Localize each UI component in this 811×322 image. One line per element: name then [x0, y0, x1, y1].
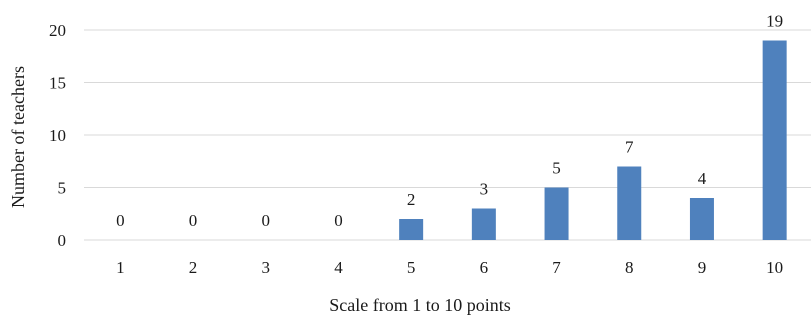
x-axis-title: Scale from 1 to 10 points	[329, 295, 510, 315]
data-label: 0	[262, 211, 271, 230]
x-tick-label: 9	[698, 258, 707, 277]
data-label: 5	[552, 159, 561, 178]
x-axis-ticks: 1 2 3 4 5 6 7 8 9 10	[116, 258, 783, 277]
data-label: 0	[116, 211, 125, 230]
bar	[689, 198, 714, 240]
x-tick-label: 6	[480, 258, 489, 277]
x-tick-label: 7	[552, 258, 561, 277]
y-tick-label: 20	[49, 21, 66, 40]
y-tick-label: 5	[58, 179, 67, 198]
data-label: 0	[189, 211, 198, 230]
data-label: 2	[407, 190, 416, 209]
data-label: 7	[625, 138, 634, 157]
data-label: 3	[480, 180, 489, 199]
y-tick-label: 10	[49, 126, 66, 145]
x-tick-label: 4	[334, 258, 343, 277]
x-tick-label: 10	[766, 258, 783, 277]
y-tick-label: 15	[49, 74, 66, 93]
gridlines	[84, 29, 811, 241]
data-label: 19	[766, 12, 783, 31]
bar	[762, 40, 787, 240]
x-tick-label: 1	[116, 258, 125, 277]
data-labels: 0 0 0 0 2 3 5 7 4 19	[116, 12, 783, 231]
x-tick-label: 8	[625, 258, 634, 277]
bars	[399, 40, 787, 240]
bar	[471, 208, 496, 240]
y-tick-label: 0	[58, 231, 67, 250]
x-tick-label: 2	[189, 258, 198, 277]
data-label: 0	[334, 211, 343, 230]
data-label: 4	[698, 169, 707, 188]
y-axis-title: Number of teachers	[8, 66, 28, 208]
bar	[544, 187, 569, 240]
x-tick-label: 3	[262, 258, 271, 277]
x-tick-label: 5	[407, 258, 416, 277]
bar	[617, 166, 642, 240]
bar	[399, 219, 424, 240]
y-axis-ticks: 0 5 10 15 20	[49, 21, 66, 250]
